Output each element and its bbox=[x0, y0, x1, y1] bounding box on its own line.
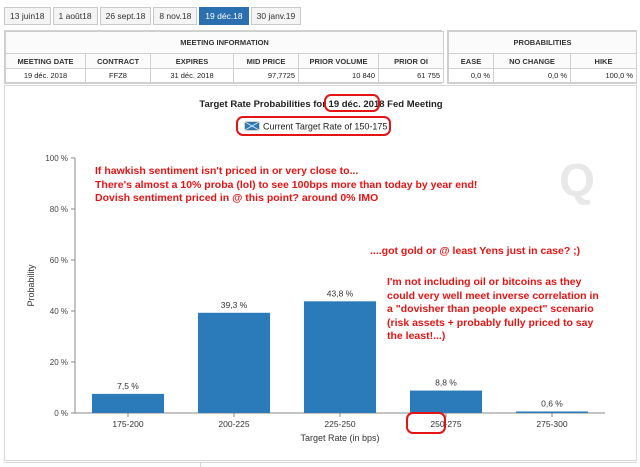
date-highlight-outline bbox=[324, 94, 380, 112]
meeting-information-panel: MEETING INFORMATION MEETING DATE CONTRAC… bbox=[4, 30, 445, 84]
meeting-information-title: MEETING INFORMATION bbox=[4, 31, 445, 54]
annotation-line: There's almost a 10% proba (lol) to see … bbox=[95, 178, 478, 191]
bar bbox=[515, 411, 589, 413]
y-tick-label: 100 % bbox=[45, 154, 68, 163]
bar-value-label: 0,6 % bbox=[541, 398, 563, 408]
annotation-line: could very well meet inverse correlation… bbox=[387, 289, 599, 302]
probabilities-panel: PROBABILITIES EASE NO CHANGE HIKE 0,0 % … bbox=[447, 30, 637, 84]
tab-19-dec-18[interactable]: 19 déc.18 bbox=[199, 7, 249, 25]
cell-expires: 31 déc. 2018 bbox=[150, 68, 234, 83]
cell-hike: 100,0 % bbox=[570, 68, 637, 83]
bar bbox=[303, 301, 377, 413]
plot-area: 0 % 20 % 40 % 60 % 80 % 100 % Probability 7,5 %… bbox=[26, 154, 605, 443]
tab-26-sept-18[interactable]: 26 sept.18 bbox=[99, 7, 152, 25]
cell-meeting-date: 19 déc. 2018 bbox=[5, 68, 86, 83]
cell-no-change: 0,0 % bbox=[493, 68, 571, 83]
annotation-line: the least!...) bbox=[387, 330, 446, 342]
cell-prior-oi: 61 755 bbox=[377, 68, 445, 83]
cell-ease: 0,0 % bbox=[448, 68, 494, 83]
annotation-line: Dovish sentiment priced in @ this point?… bbox=[95, 192, 379, 204]
y-tick-label: 20 % bbox=[50, 358, 68, 367]
bar-value-label: 39,3 % bbox=[221, 300, 248, 310]
annotation-block-3: I'm not including oil or bitcoins as the… bbox=[387, 276, 599, 344]
bar bbox=[409, 390, 483, 413]
col-ease: EASE bbox=[448, 53, 494, 69]
cell-prior-volume: 10 840 bbox=[298, 68, 379, 83]
bar-value-label: 43,8 % bbox=[327, 288, 354, 298]
chart-title-prefix: Target Rate Probabilities for bbox=[199, 99, 328, 110]
annotation-line: If hawkish sentiment isn't priced in or … bbox=[95, 165, 359, 177]
bottom-panel-edge bbox=[4, 462, 637, 467]
cell-contract: FFZ8 bbox=[85, 68, 151, 83]
chart-area: Q Target Rate Probabilities for 19 déc. … bbox=[4, 85, 637, 461]
y-tick-label: 80 % bbox=[50, 205, 68, 214]
y-tick-label: 0 % bbox=[54, 409, 68, 418]
col-hike: HIKE bbox=[570, 53, 637, 69]
x-tick-label: 250-275 bbox=[430, 419, 461, 429]
x-tick-label: 225-250 bbox=[324, 419, 355, 429]
x-tick-label: 175-200 bbox=[112, 419, 143, 429]
x-axis-label: Target Rate (in bps) bbox=[300, 433, 379, 443]
chart-title: Target Rate Probabilities for 19 déc. 20… bbox=[199, 99, 442, 110]
y-axis-label: Probability bbox=[26, 264, 36, 307]
col-prior-oi: PRIOR OI bbox=[377, 53, 445, 69]
annotation-line: (risk assets + probably fully priced to … bbox=[387, 316, 594, 329]
x-tick-label: 200-225 bbox=[218, 419, 249, 429]
legend-label: Current Target Rate of 150-175 bbox=[263, 122, 387, 132]
tab-13-juin-18[interactable]: 13 juin18 bbox=[4, 7, 51, 25]
probabilities-title: PROBABILITIES bbox=[448, 31, 637, 54]
table-row: 19 déc. 2018 FFZ8 31 déc. 2018 97,7725 1… bbox=[5, 68, 445, 83]
col-no-change: NO CHANGE bbox=[493, 53, 571, 69]
col-prior-volume: PRIOR VOLUME bbox=[298, 53, 379, 69]
legend-swatch-hatch bbox=[244, 121, 260, 131]
bar bbox=[197, 312, 271, 413]
y-tick-label: 60 % bbox=[50, 256, 68, 265]
annotation-line: a "dovisher than people expect" scenario bbox=[387, 303, 594, 315]
bar bbox=[91, 393, 165, 413]
annotation-line: I'm not including oil or bitcoins as the… bbox=[387, 276, 582, 288]
col-meeting-date: MEETING DATE bbox=[5, 53, 86, 69]
category-highlight-outline bbox=[406, 412, 446, 434]
target-rate-chart: Q Target Rate Probabilities for 19 déc. … bbox=[26, 99, 605, 443]
meeting-information-table: MEETING INFORMATION MEETING DATE CONTRAC… bbox=[4, 31, 445, 83]
bar-value-label: 7,5 % bbox=[117, 381, 139, 391]
legend-highlight-outline bbox=[236, 116, 391, 136]
col-contract: CONTRACT bbox=[85, 53, 151, 69]
col-expires: EXPIRES bbox=[150, 53, 234, 69]
chart-title-suffix: Fed Meeting bbox=[385, 99, 443, 110]
chart-title-date: 19 déc. 2018 bbox=[329, 99, 385, 110]
meeting-tabs: 13 juin18 1 août18 26 sept.18 8 nov.18 1… bbox=[4, 7, 302, 25]
y-tick-label: 40 % bbox=[50, 307, 68, 316]
cell-mid-price: 97,7725 bbox=[233, 68, 299, 83]
table-row: 0,0 % 0,0 % 100,0 % bbox=[448, 68, 637, 83]
tab-1-aout-18[interactable]: 1 août18 bbox=[52, 7, 98, 25]
annotation-block-2: ....got gold or @ least Yens just in cas… bbox=[370, 245, 581, 257]
tab-30-janv-19[interactable]: 30 janv.19 bbox=[250, 7, 302, 25]
watermark-logo: Q bbox=[559, 154, 595, 206]
annotation-block-1: If hawkish sentiment isn't priced in or … bbox=[95, 165, 477, 206]
chart-legend: Current Target Rate of 150-175 bbox=[244, 121, 387, 132]
col-mid-price: MID PRICE bbox=[233, 53, 299, 69]
x-tick-label: 275-300 bbox=[536, 419, 567, 429]
bar-value-label: 8,8 % bbox=[435, 378, 457, 388]
probabilities-table: PROBABILITIES EASE NO CHANGE HIKE 0,0 % … bbox=[448, 31, 637, 83]
tab-8-nov-18[interactable]: 8 nov.18 bbox=[153, 7, 198, 25]
